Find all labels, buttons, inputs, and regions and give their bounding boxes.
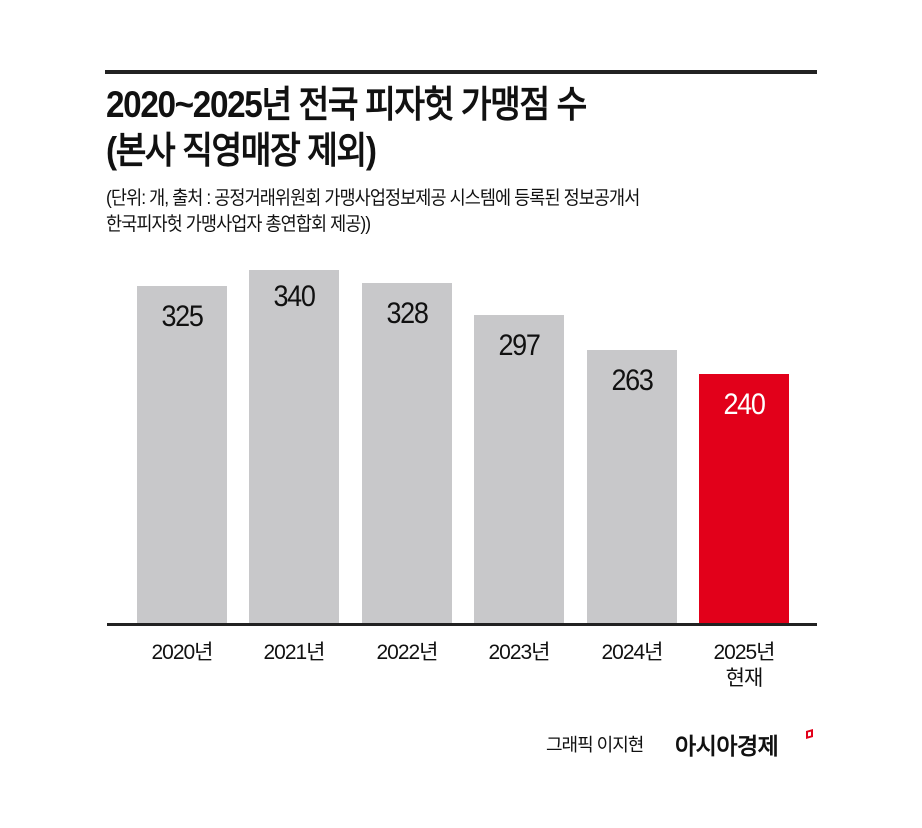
x-axis-label-sub: 현재 xyxy=(725,667,764,690)
bar-1: 325 xyxy=(137,286,227,623)
chart-subtitle: (단위: 개, 출처 : 공정거래위원회 가맹사업정보제공 시스템에 등록된 정… xyxy=(106,186,640,238)
bar-5: 263 xyxy=(587,350,677,623)
x-axis-label-year: 2025년 xyxy=(713,641,775,664)
bar-2: 340 xyxy=(249,270,339,623)
x-axis-label-year: 2023년 xyxy=(488,641,550,664)
bar-value-label: 263 xyxy=(611,364,653,397)
x-axis-label: 2020년 xyxy=(126,640,238,666)
x-axis-label: 2023년 xyxy=(463,640,575,666)
x-axis-label-year: 2024년 xyxy=(601,641,663,664)
bar-value-label: 325 xyxy=(161,300,203,333)
x-axis-label: 2022년 xyxy=(351,640,463,666)
x-axis-label-year: 2022년 xyxy=(376,641,438,664)
subtitle-line-1: (단위: 개, 출처 : 공정거래위원회 가맹사업정보제공 시스템에 등록된 정… xyxy=(106,188,640,209)
x-axis-label: 2021년 xyxy=(238,640,350,666)
bar-3: 328 xyxy=(362,283,452,623)
brand-logo-text: 아시아경제 xyxy=(675,733,779,759)
bar-value-label: 328 xyxy=(386,297,428,330)
chart-title: 2020~2025년 전국 피자헛 가맹점 수 (본사 직영매장 제외) xyxy=(106,82,587,174)
bar-value-label: 240 xyxy=(723,388,765,421)
title-line-1: 2020~2025년 전국 피자헛 가맹점 수 xyxy=(106,84,587,125)
bar-4: 297 xyxy=(474,315,564,623)
title-line-2: (본사 직영매장 제외) xyxy=(106,130,377,171)
bar-value-label: 340 xyxy=(273,280,315,313)
bar-value-label: 297 xyxy=(498,329,540,362)
bar-6: 240 xyxy=(699,374,789,623)
graphic-credit: 그래픽 이지현 xyxy=(546,735,644,755)
x-axis-label: 2024년 xyxy=(576,640,688,666)
top-rule xyxy=(105,70,817,74)
x-axis-label-year: 2021년 xyxy=(263,641,325,664)
x-axis-baseline xyxy=(107,623,817,626)
subtitle-line-2: 한국피자헛 가맹사업자 총연합회 제공)) xyxy=(106,214,371,235)
x-axis-label-year: 2020년 xyxy=(151,641,213,664)
